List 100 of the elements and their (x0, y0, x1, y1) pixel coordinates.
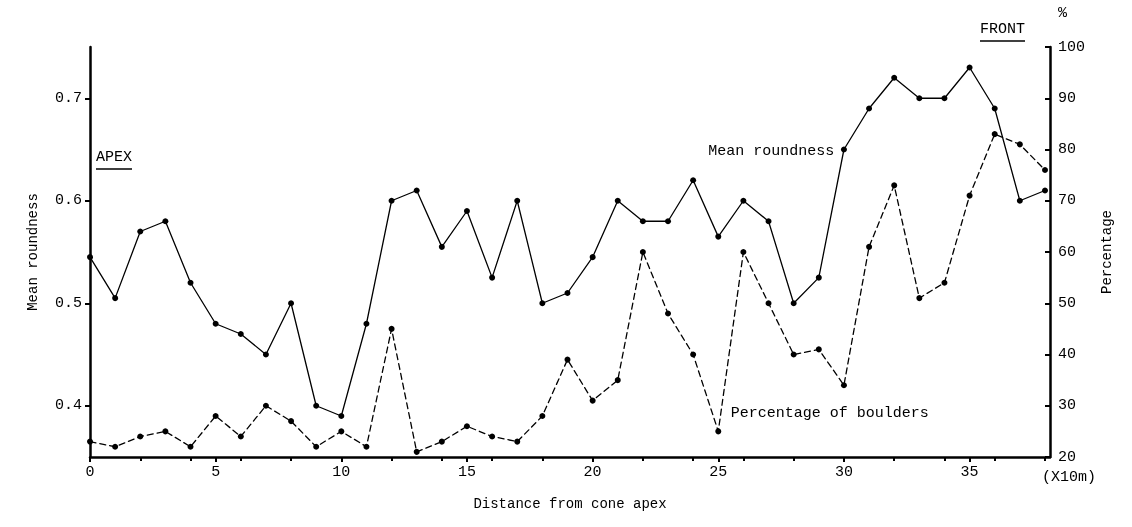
y2-tick-label: 20 (1058, 448, 1077, 466)
point (639, 218, 646, 225)
x-tick-label: 35 (960, 464, 979, 481)
point (212, 413, 219, 419)
point (137, 433, 144, 440)
point (288, 418, 295, 425)
x-tick-label: 10 (332, 464, 351, 481)
point (514, 438, 521, 445)
point (564, 290, 571, 296)
point (212, 320, 219, 327)
x-tick-label: 25 (709, 464, 728, 481)
point (815, 274, 822, 281)
point (891, 182, 898, 189)
point (262, 402, 269, 409)
point (162, 218, 169, 225)
y2-tick-label: 60 (1058, 243, 1077, 261)
y2-tick-label: 90 (1058, 89, 1077, 107)
x-axis-title: Distance from cone apex (473, 496, 667, 512)
text: (X10m) (1042, 469, 1097, 486)
point (388, 197, 395, 204)
point (438, 438, 445, 445)
point (991, 131, 998, 138)
point (916, 95, 923, 102)
y2-tick-label: 100 (1058, 38, 1086, 56)
point (866, 243, 873, 250)
x-tick-label: 0 (85, 464, 95, 481)
y2-tick-label: 40 (1058, 346, 1077, 363)
y-axis-title: Mean roundness (25, 193, 41, 311)
point (866, 105, 873, 112)
point (690, 177, 697, 184)
point (489, 433, 496, 440)
point (740, 197, 747, 204)
y-tick-label: 0.4 (54, 397, 82, 415)
point (614, 377, 621, 384)
text: % (1058, 5, 1068, 22)
point (87, 254, 93, 261)
point (262, 351, 269, 358)
y-tick-label: 0.7 (54, 89, 82, 107)
y2-tick-label: 80 (1058, 141, 1077, 158)
point (614, 197, 621, 204)
point (589, 254, 596, 261)
annotation: APEX (96, 149, 133, 166)
y-tick-label: 0.6 (54, 192, 82, 210)
point (388, 325, 395, 332)
point (966, 64, 973, 71)
point (966, 192, 973, 199)
point (715, 428, 722, 435)
point (589, 397, 596, 404)
point (1041, 187, 1048, 194)
point (815, 346, 822, 353)
point (288, 300, 295, 307)
point (715, 233, 722, 240)
y2-tick-label: 70 (1058, 192, 1077, 210)
y-tick-label: 0.5 (54, 294, 82, 312)
point (187, 443, 194, 450)
point (438, 243, 445, 250)
point (1041, 167, 1048, 173)
point (237, 331, 244, 337)
point (489, 274, 496, 281)
point (338, 413, 345, 419)
point (941, 95, 948, 102)
point (840, 146, 847, 153)
point (87, 438, 93, 445)
point (137, 228, 144, 235)
point (363, 320, 370, 327)
point (840, 382, 847, 389)
point (665, 310, 672, 317)
x-tick-label: 30 (834, 464, 853, 481)
text: FRONT (980, 21, 1026, 38)
point (313, 443, 320, 450)
point (413, 448, 420, 455)
point (514, 197, 521, 204)
point (1016, 197, 1023, 204)
point (363, 443, 370, 450)
series-label: Percentage of boulders (730, 404, 929, 422)
x-tick-label: 20 (583, 464, 602, 481)
point (1016, 141, 1023, 148)
point (237, 433, 244, 440)
point (790, 300, 797, 307)
x-tick-label: 15 (457, 464, 476, 481)
point (539, 413, 546, 419)
point (539, 300, 546, 307)
point (891, 74, 898, 81)
point (740, 249, 747, 255)
series-label: Mean roundness (708, 143, 835, 161)
point (916, 295, 923, 302)
point (639, 249, 646, 255)
y2-axis-title: Percentage (1099, 209, 1115, 295)
point (941, 279, 948, 286)
point (162, 428, 169, 435)
y2-tick-label: 30 (1058, 397, 1077, 415)
y2-tick-label: 50 (1058, 294, 1077, 312)
point (112, 295, 119, 302)
point (665, 218, 672, 225)
point (463, 423, 470, 430)
point (765, 218, 772, 225)
point (338, 428, 345, 435)
point (187, 279, 194, 286)
point (690, 351, 697, 358)
point (313, 402, 320, 409)
